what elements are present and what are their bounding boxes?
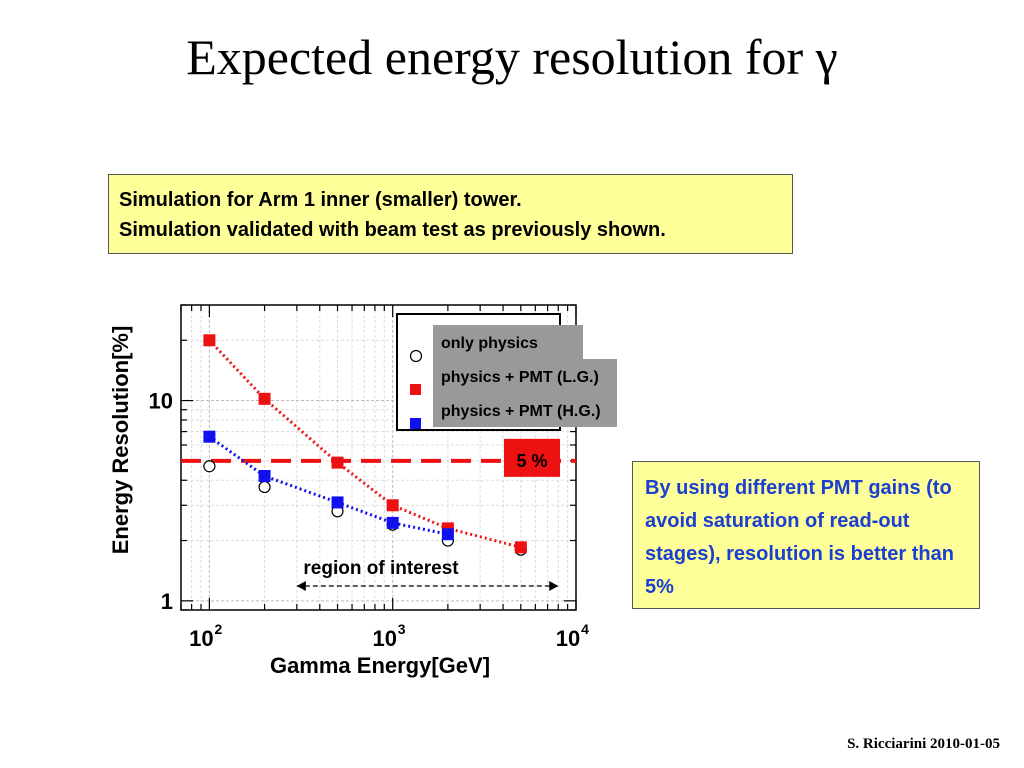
data-point-square bbox=[258, 392, 271, 405]
y-tick-label: 1 bbox=[161, 589, 173, 614]
data-point-circle bbox=[258, 480, 271, 494]
tick-marks bbox=[180, 304, 577, 611]
reference-line-label: 5 % bbox=[516, 451, 547, 471]
legend-label: physics + PMT (L.G.) bbox=[441, 369, 599, 386]
plot-frame bbox=[180, 304, 577, 611]
series-2-markers bbox=[203, 430, 454, 541]
roi-arrow-head-left bbox=[296, 581, 306, 591]
data-point-square bbox=[514, 541, 527, 554]
footer-credit: S. Ricciarini 2010-01-05 bbox=[847, 736, 1000, 752]
legend-label: only physics bbox=[441, 335, 538, 352]
x-tick-label: 10 bbox=[372, 626, 396, 651]
legend-entry-0: only physics bbox=[409, 325, 583, 363]
legend-marker-square bbox=[410, 384, 421, 395]
data-point-square bbox=[386, 499, 399, 512]
slide-title: Expected energy resolution for γ bbox=[186, 29, 838, 85]
reference-line-label-box bbox=[504, 438, 560, 477]
legend-label: physics + PMT (H.G.) bbox=[441, 403, 601, 420]
legend-label-bg bbox=[433, 325, 583, 359]
info-line-1: Simulation for Arm 1 inner (smaller) tow… bbox=[119, 189, 522, 211]
info-line-2: Simulation validated with beam test as p… bbox=[119, 219, 666, 241]
data-point-circle bbox=[203, 460, 216, 473]
legend-marker-square bbox=[410, 418, 421, 429]
y-tick-label: 10 bbox=[149, 389, 173, 414]
x-tick-label-exponent: 2 bbox=[214, 621, 222, 637]
roi-arrow-head-right bbox=[549, 581, 559, 591]
data-point-square bbox=[203, 430, 216, 443]
x-tick-label-exponent: 3 bbox=[398, 621, 406, 637]
y-axis-label: Energy Resolution[%] bbox=[108, 326, 133, 555]
data-point-square bbox=[203, 334, 216, 347]
legend-label-bg bbox=[433, 359, 617, 393]
data-point-square bbox=[331, 456, 344, 469]
data-point-square bbox=[258, 470, 271, 483]
x-tick-label: 10 bbox=[556, 626, 580, 651]
legend-entry-2: physics + PMT (H.G.) bbox=[410, 393, 617, 429]
legend-label-bg bbox=[433, 393, 617, 427]
data-point-square bbox=[386, 516, 399, 529]
legend-entry-1: physics + PMT (L.G.) bbox=[410, 359, 617, 395]
x-tick-label: 10 bbox=[189, 626, 213, 651]
info-box: Simulation for Arm 1 inner (smaller) tow… bbox=[108, 174, 793, 254]
roi-label: region of interest bbox=[303, 558, 459, 579]
data-point-square bbox=[331, 496, 344, 509]
x-tick-label-exponent: 4 bbox=[581, 621, 589, 637]
note-box: By using different PMT gains (to avoid s… bbox=[632, 461, 980, 609]
legend-marker-circle bbox=[409, 349, 423, 363]
x-axis-label: Gamma Energy[GeV] bbox=[270, 653, 490, 678]
data-point-square bbox=[441, 528, 454, 541]
